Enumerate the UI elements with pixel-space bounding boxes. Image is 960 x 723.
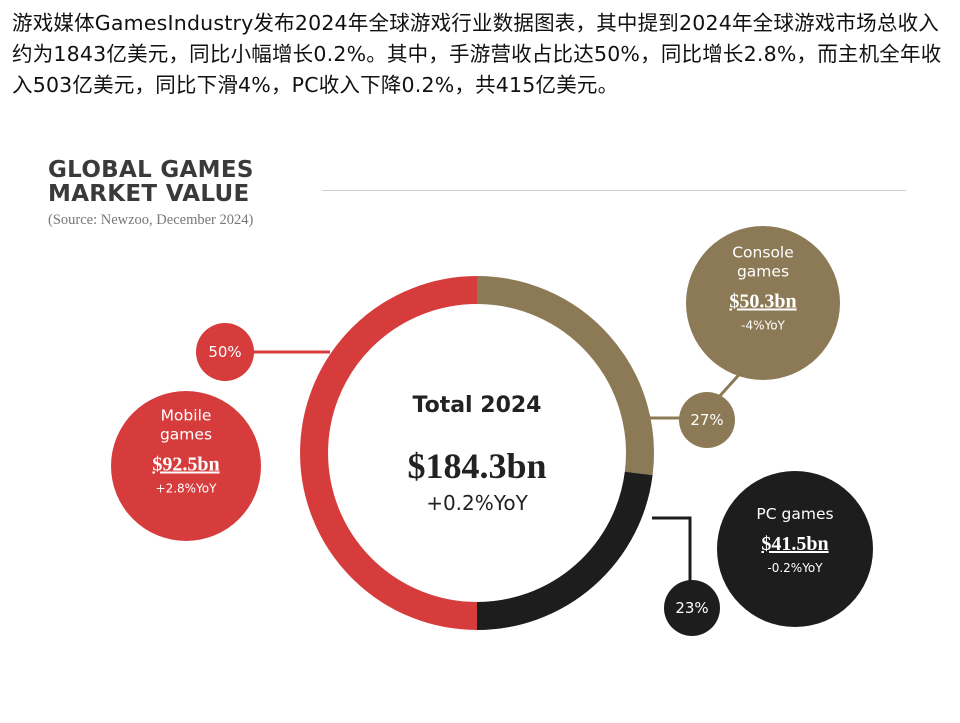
donut-segment-console: [476, 276, 654, 476]
bubble-mobile-yoy-change: +2.8%YoY: [156, 482, 218, 496]
article-paragraph: 游戏媒体GamesIndustry发布2024年全球游戏行业数据图表，其中提到2…: [12, 11, 942, 97]
header-divider: [322, 190, 906, 191]
donut-segment-pc: [476, 471, 653, 630]
share-badge-mobile-circle: [196, 323, 254, 381]
bubble-pc-yoy-change: -0.2%YoY: [767, 561, 823, 575]
share-badge-mobile-label: 50%: [208, 343, 241, 361]
bubble-console-value: $50.3bn: [729, 291, 796, 313]
donut-chart: Total 2024 $184.3bn +0.2%YoY 50% 27% 23% M…: [111, 226, 873, 636]
bubble-pc-circle: [717, 471, 873, 627]
market-value-infographic: GLOBAL GAMES MARKET VALUE (Source: Newzo…: [0, 150, 960, 723]
bubble-mobile-circle: [111, 391, 261, 541]
share-badge-pc-circle: [664, 580, 720, 636]
center-yoy-change: +0.2%YoY: [426, 491, 528, 515]
connector-pc: [652, 516, 692, 590]
bubble-pc-value: $41.5bn: [761, 533, 828, 555]
donut-segment-mobile: [300, 276, 478, 630]
bubble-console-name-line: games: [737, 263, 789, 281]
segment-bubbles: Mobilegames$92.5bn+2.8%YoYConsolegames$5…: [111, 226, 873, 627]
bubble-console-yoy-change: -4%YoY: [741, 319, 785, 333]
bubble-mobile-name-line: Mobile: [161, 407, 212, 425]
share-badge-pc-label: 23%: [675, 599, 708, 617]
donut-center: Total 2024 $184.3bn +0.2%YoY: [407, 393, 546, 515]
chart-source: (Source: Newzoo, December 2024): [48, 212, 254, 228]
bubble-console-name-line: Console: [732, 244, 794, 262]
share-badge-console-circle: [679, 392, 735, 448]
bubble-pc-name-line: PC games: [756, 505, 833, 523]
donut-ring: [300, 276, 654, 630]
chart-title: GLOBAL GAMES MARKET VALUE: [48, 157, 254, 207]
share-badge-console-label: 27%: [690, 411, 723, 429]
center-title: Total 2024: [413, 393, 542, 418]
share-badges: 50% 27% 23%: [196, 323, 735, 636]
bubble-console-circle: [686, 226, 840, 380]
center-total-value: $184.3bn: [407, 446, 546, 486]
bubble-mobile-value: $92.5bn: [152, 454, 219, 476]
bubble-mobile-name-line: games: [160, 426, 212, 444]
